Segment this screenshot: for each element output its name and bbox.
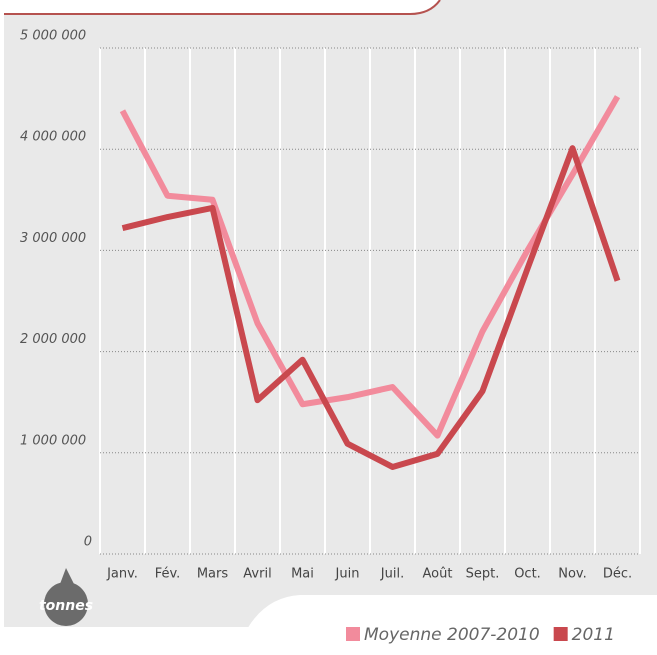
series-line	[121, 145, 621, 470]
y-tick-label: 5 000 000	[20, 29, 86, 44]
x-tick-label: Mars	[197, 567, 229, 582]
x-tick-label: Janv.	[106, 567, 138, 582]
x-tick-label: Oct.	[514, 567, 541, 582]
x-tick-label: Sept.	[466, 567, 500, 582]
x-tick-label: Déc.	[603, 567, 632, 582]
y-tick-label: 1 000 000	[20, 433, 86, 448]
x-tick-label: Mai	[291, 567, 314, 582]
unit-bubble-tip	[60, 568, 74, 584]
legend-swatch	[553, 627, 568, 641]
y-tick-label: 2 000 000	[20, 332, 86, 347]
series-line	[119, 95, 621, 439]
y-tick-label: 3 000 000	[20, 231, 86, 246]
legend-swatch	[346, 627, 360, 641]
frame-bottom	[4, 595, 657, 633]
frame-top	[4, 0, 441, 15]
unit-bubble	[44, 582, 88, 626]
panel	[4, 0, 657, 630]
x-tick-label: Fév.	[155, 567, 181, 582]
y-tick-label: 0	[84, 535, 92, 550]
unit-label: tonnes	[39, 598, 93, 614]
y-tick-label: 4 000 000	[20, 130, 86, 145]
legend-label: 2011	[572, 625, 615, 645]
x-tick-label: Avril	[243, 567, 271, 582]
x-tick-label: Nov.	[558, 567, 587, 582]
x-tick-label: Juin	[335, 567, 360, 582]
legend-label: Moyenne 2007-2010	[364, 625, 540, 645]
x-tick-label: Août	[423, 567, 453, 582]
x-tick-label: Juil.	[380, 567, 404, 582]
